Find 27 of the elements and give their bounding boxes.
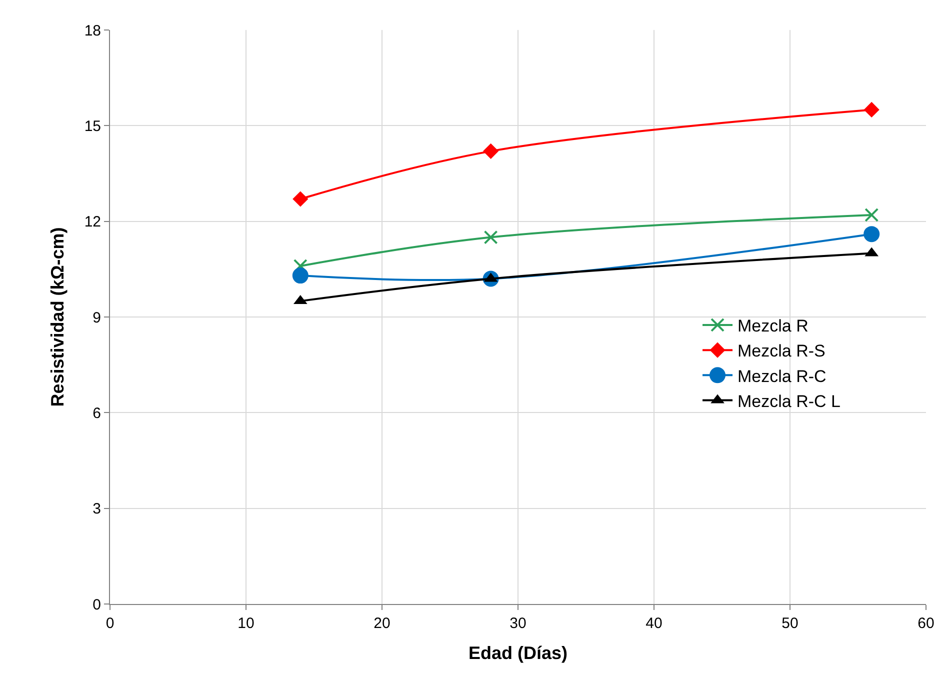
legend-label: Mezcla R-C xyxy=(738,366,826,386)
x-tick-label: 50 xyxy=(782,615,798,632)
point xyxy=(864,208,879,222)
x-tick-label: 40 xyxy=(646,615,662,632)
point xyxy=(864,102,880,118)
point xyxy=(483,143,499,159)
y-tick-label: 18 xyxy=(84,22,101,40)
point xyxy=(864,226,880,242)
y-tick-label: 0 xyxy=(92,596,101,614)
x-tick-label: 60 xyxy=(918,615,934,632)
y-tick-label: 12 xyxy=(84,214,101,231)
y-axis-title: Resistividad (kΩ-cm) xyxy=(48,227,68,407)
x-tick-label: 10 xyxy=(238,615,254,632)
y-tick-label: 15 xyxy=(84,118,101,135)
x-axis-title: Edad (Días) xyxy=(468,643,568,664)
x-tick-label: 20 xyxy=(374,615,390,632)
legend-label: Mezcla R-S xyxy=(738,342,826,361)
legend-label: Mezcla R-C L xyxy=(738,392,840,411)
x-tick-label: 0 xyxy=(106,615,114,632)
y-tick-label: 3 xyxy=(92,500,101,518)
point xyxy=(484,230,498,244)
y-tick-label: 9 xyxy=(92,309,101,326)
point xyxy=(292,191,308,207)
legend-label: Mezcla R xyxy=(738,316,808,336)
point xyxy=(292,268,308,284)
y-tick-label: 6 xyxy=(92,404,101,422)
x-tick-label: 30 xyxy=(510,615,526,632)
